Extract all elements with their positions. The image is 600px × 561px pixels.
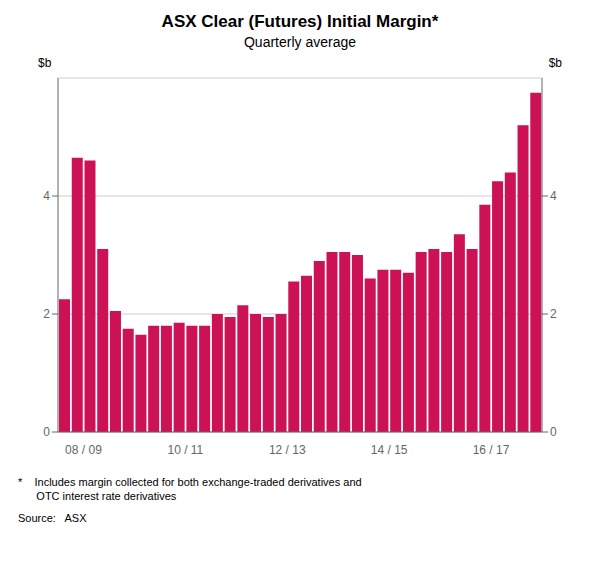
svg-text:2: 2 bbox=[550, 307, 557, 321]
html-text:$b: $b bbox=[38, 56, 52, 70]
html-text:ASX Clear (Futures) Initial Ma: ASX Clear (Futures) Initial Margin* bbox=[161, 12, 439, 31]
svg-text:10 / 11: 10 / 11 bbox=[167, 443, 203, 457]
svg-text:0: 0 bbox=[550, 425, 557, 439]
svg-text:14 / 15: 14 / 15 bbox=[371, 443, 408, 457]
svg-text:08 / 09: 08 / 09 bbox=[65, 443, 102, 457]
svg-text:16 / 17: 16 / 17 bbox=[473, 443, 510, 457]
svg-text:0: 0 bbox=[43, 425, 50, 439]
svg-text:4: 4 bbox=[550, 189, 557, 203]
svg-text:12 / 13: 12 / 13 bbox=[269, 443, 306, 457]
html-text:$b: $b bbox=[548, 56, 562, 70]
html-text:Quarterly average: Quarterly average bbox=[244, 34, 356, 50]
html-text:Source: ASX: Source: ASX bbox=[18, 512, 87, 524]
svg-text:2: 2 bbox=[43, 307, 50, 321]
html-text:OTC interest rate derivatives: OTC interest rate derivatives bbox=[18, 490, 177, 502]
svg-text:4: 4 bbox=[43, 189, 50, 203]
html-text:* Includes margin collected fo: * Includes margin collected for both exc… bbox=[18, 476, 362, 488]
